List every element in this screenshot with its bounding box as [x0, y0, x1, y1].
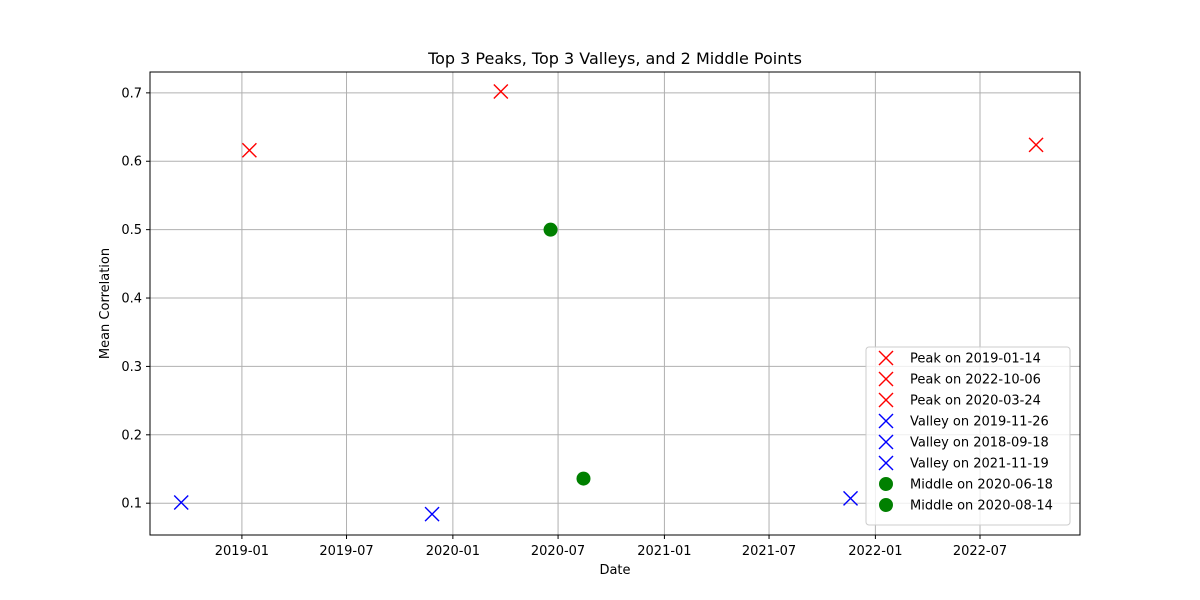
plot-frame	[149, 71, 1081, 536]
y-tick-label: 0.1	[121, 497, 142, 512]
y-tick-label: 0.6	[121, 155, 142, 170]
x-tick-label: 2020-07	[531, 544, 585, 559]
y-tick-label: 0.4	[121, 292, 142, 307]
x-tick-label: 2020-01	[426, 544, 480, 559]
axis-ticks: 2019-01 2019-07 2020-01 2020-07 2021-01 2021-…	[121, 86, 1007, 559]
x-marker-point	[843, 490, 859, 506]
legend-entry-label: Middle on 2020-08-14	[910, 499, 1053, 514]
data-points	[173, 83, 1044, 522]
x-marker-point	[1028, 137, 1044, 153]
legend-box	[865, 346, 1071, 526]
x-axis-title: Date	[599, 563, 630, 578]
legend-entry-label: Middle on 2020-06-18	[910, 478, 1053, 493]
legend-marker	[879, 477, 893, 491]
legend-marker	[878, 413, 894, 429]
legend-marker	[878, 392, 894, 408]
legend: Peak on 2019-01-14 Peak on 2022-10-06 Peak…	[865, 346, 1071, 526]
y-axis-title: Mean Correlation	[98, 248, 113, 359]
circle-marker-point	[543, 222, 558, 237]
x-marker-point	[241, 142, 257, 158]
legend-marker	[879, 498, 893, 512]
x-tick-label: 2021-07	[742, 544, 796, 559]
circle-marker-point	[576, 471, 591, 486]
x-tick-label: 2019-07	[319, 544, 373, 559]
x-marker-point	[493, 83, 509, 99]
y-tick-label: 0.2	[121, 428, 142, 443]
legend-marker	[878, 455, 894, 471]
y-tick-label: 0.5	[121, 223, 142, 238]
legend-entry-label: Valley on 2019-11-26	[910, 415, 1049, 430]
y-tick-label: 0.3	[121, 360, 142, 375]
legend-entry-label: Valley on 2021-11-19	[910, 457, 1049, 472]
legend-entry-label: Peak on 2020-03-24	[910, 394, 1041, 409]
chart-title: Top 3 Peaks, Top 3 Valleys, and 2 Middle…	[427, 49, 802, 68]
legend-entry-label: Peak on 2019-01-14	[910, 352, 1041, 367]
legend-marker	[878, 371, 894, 387]
legend-entry-label: Valley on 2018-09-18	[910, 436, 1049, 451]
legend-marker	[878, 350, 894, 366]
legend-entry-label: Peak on 2022-10-06	[910, 373, 1041, 388]
x-marker-point	[424, 506, 440, 522]
x-tick-label: 2019-01	[215, 544, 269, 559]
x-marker-point	[173, 495, 189, 511]
x-tick-label: 2022-01	[848, 544, 902, 559]
x-tick-label: 2022-07	[953, 544, 1007, 559]
legend-marker	[878, 434, 894, 450]
x-tick-label: 2021-01	[637, 544, 691, 559]
y-tick-label: 0.7	[121, 86, 142, 101]
